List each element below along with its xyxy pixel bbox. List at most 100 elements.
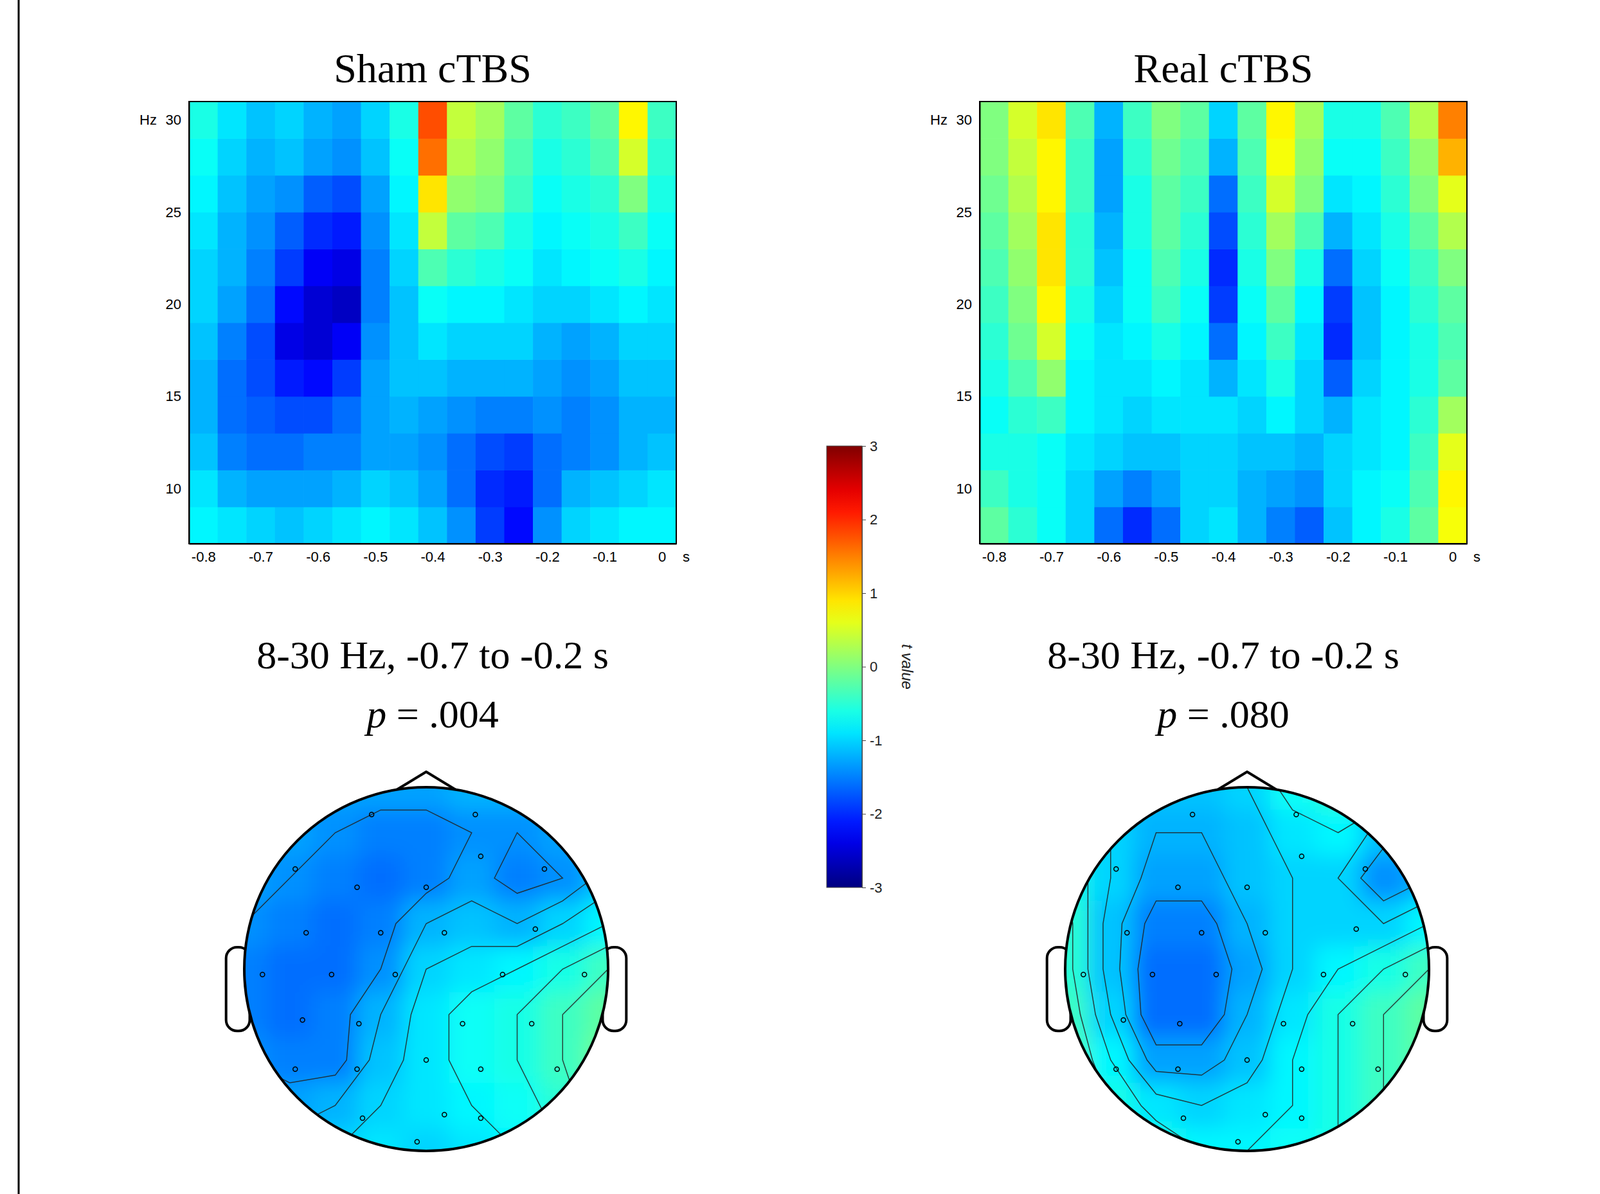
heatmap-cell	[1237, 359, 1267, 397]
electrode	[1199, 930, 1205, 936]
contour-line	[1042, 764, 1453, 1175]
heatmap-cell	[561, 101, 591, 139]
heatmap-cell	[647, 175, 677, 213]
heatmap-cell	[303, 248, 333, 287]
heatmap-cell	[217, 212, 247, 250]
heatmap-cell	[418, 322, 448, 360]
heatmap-cell	[217, 469, 247, 508]
heatmap-cell	[361, 248, 391, 287]
heatmap-cell	[217, 322, 247, 360]
topomap-cell	[358, 764, 404, 811]
heatmap-cell	[475, 433, 505, 471]
annotation: p = .004	[363, 692, 499, 737]
heatmap-cell	[332, 507, 362, 544]
heatmap-cell	[246, 212, 276, 250]
topomap-area	[221, 764, 632, 1175]
heatmap-cell	[1209, 286, 1239, 324]
x-tick-label: -0.8	[191, 548, 216, 566]
heatmap-cell	[332, 101, 362, 139]
y-tick-label: 30	[165, 111, 182, 128]
heatmap-cell	[1151, 433, 1181, 471]
heatmap-cell	[446, 322, 476, 360]
y-axis: 1015202530	[956, 102, 981, 545]
heatmap-cell	[647, 433, 677, 471]
heatmap-cell	[1266, 469, 1296, 508]
y-tick-label: 20	[165, 296, 182, 313]
topomap-cell	[1087, 946, 1134, 993]
heatmap-cell	[1266, 101, 1296, 139]
heatmap-cell	[1151, 138, 1181, 176]
heatmap-cell	[246, 322, 276, 360]
contour-line	[221, 764, 632, 1175]
heatmap-cell	[1380, 101, 1410, 139]
x-tick: 0	[1448, 543, 1457, 566]
topomap-cell	[1178, 991, 1225, 1038]
heatmap-cell	[246, 359, 276, 397]
heatmap-cell	[1065, 433, 1095, 471]
electrode	[260, 972, 265, 978]
y-tick-label: 30	[956, 111, 972, 128]
heatmap-cell	[1036, 507, 1066, 544]
heatmap-cell	[647, 286, 677, 324]
heatmap-cell	[1380, 248, 1410, 287]
colorbar-tick-mark	[862, 446, 866, 447]
electrode	[478, 1116, 483, 1122]
heatmap-cell	[1409, 396, 1439, 434]
x-tick: -0.2	[535, 543, 560, 566]
topomap-cell	[266, 946, 313, 993]
heatmap-cell	[1237, 248, 1267, 287]
heatmap-cell	[1008, 433, 1038, 471]
heatmap-cell	[389, 322, 419, 360]
heatmap-cell	[1094, 101, 1124, 139]
heatmap-cell	[275, 248, 305, 287]
heatmap-cell	[1209, 175, 1239, 213]
heatmap-cell	[1094, 212, 1124, 250]
heatmap-cell	[647, 359, 677, 397]
heatmap-cell	[1123, 138, 1152, 176]
heatmap-cell	[1209, 138, 1239, 176]
contour-line	[221, 764, 632, 1175]
heatmap-cell	[1123, 469, 1152, 508]
heatmap-cell	[1151, 507, 1181, 544]
heatmap-cell	[303, 433, 333, 471]
electrode	[1362, 867, 1368, 872]
colorbar-tick-label: 2	[869, 511, 878, 528]
x-tick: -0.8	[191, 543, 216, 566]
heatmap-cell	[446, 138, 476, 176]
heatmap-cell	[1180, 322, 1210, 360]
heatmap-cell	[1180, 212, 1210, 250]
heatmap-cell	[1409, 248, 1439, 287]
electrode	[392, 972, 398, 978]
y-tick-label: 10	[165, 480, 182, 497]
topomap-cell	[1224, 1083, 1271, 1129]
heatmap-cell	[475, 396, 505, 434]
heatmap-cell	[217, 286, 247, 324]
heatmap-cell	[979, 175, 1009, 213]
heatmap-cell	[1036, 138, 1066, 176]
contour-line	[221, 764, 632, 1175]
topomap-cell	[221, 764, 268, 811]
contour-line	[1042, 764, 1453, 1175]
heatmap-cell	[561, 248, 591, 287]
heatmap-cell	[1266, 212, 1296, 250]
heatmap-cell	[188, 396, 218, 434]
contour-line	[1042, 764, 1453, 1175]
contour-line	[1042, 764, 1453, 1175]
heatmap-cell	[619, 469, 648, 508]
y-tick-label: 10	[956, 480, 972, 497]
heatmap-cell	[1438, 469, 1467, 508]
heatmap-cell	[1323, 286, 1353, 324]
heatmap-cell	[188, 248, 218, 287]
x-tick: -0.2	[1326, 543, 1351, 566]
heatmap-cell	[303, 507, 333, 544]
heatmap-cell	[1294, 396, 1324, 434]
topomap-cell	[448, 764, 495, 811]
topomap-cell	[539, 764, 586, 811]
heatmap-cell	[503, 212, 533, 250]
topomap	[221, 764, 632, 1175]
heatmap-cell	[1209, 507, 1239, 544]
topomap-cell	[1269, 1128, 1316, 1175]
topomap-cell	[448, 991, 495, 1038]
topomap-cell	[266, 991, 313, 1038]
heatmap-cell	[1380, 322, 1410, 360]
